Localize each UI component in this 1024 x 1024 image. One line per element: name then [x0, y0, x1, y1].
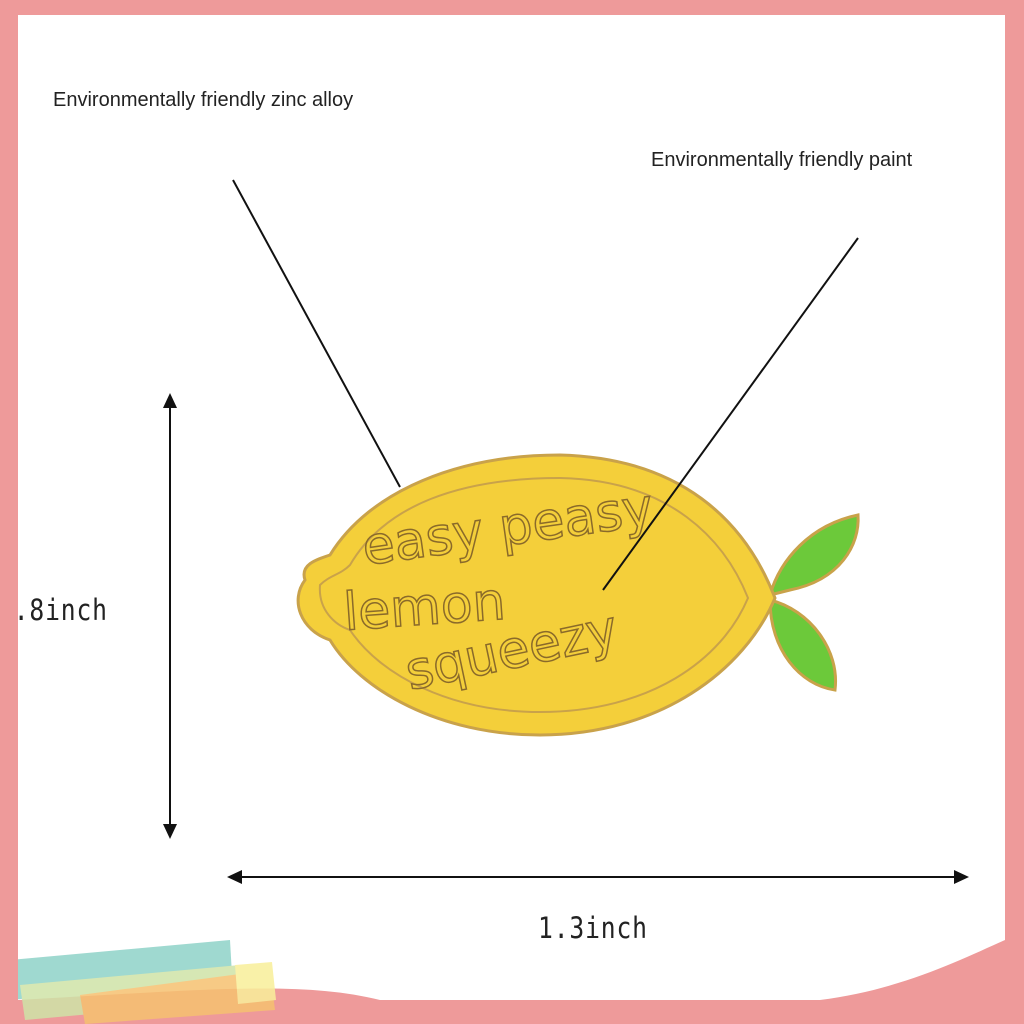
width-arrow	[227, 870, 969, 884]
width-dimension-label: 1.3inch	[538, 911, 648, 945]
callout-material: Environmentally friendly zinc alloy	[53, 89, 354, 111]
lemon-pin: easy peasy lemon squeezy	[296, 453, 860, 737]
callout-paint: Environmentally friendly paint	[651, 149, 913, 171]
lemon-body	[296, 453, 777, 737]
washi-tape-decoration	[10, 940, 276, 1024]
leaf-top	[767, 513, 860, 598]
callout-line-material	[232, 179, 401, 488]
frame-left-edge	[0, 0, 18, 1024]
height-arrow	[163, 393, 177, 839]
callout-line-paint	[602, 237, 859, 591]
pin-lettering-line-2: lemon	[342, 572, 508, 643]
leaf-bottom	[768, 598, 838, 692]
